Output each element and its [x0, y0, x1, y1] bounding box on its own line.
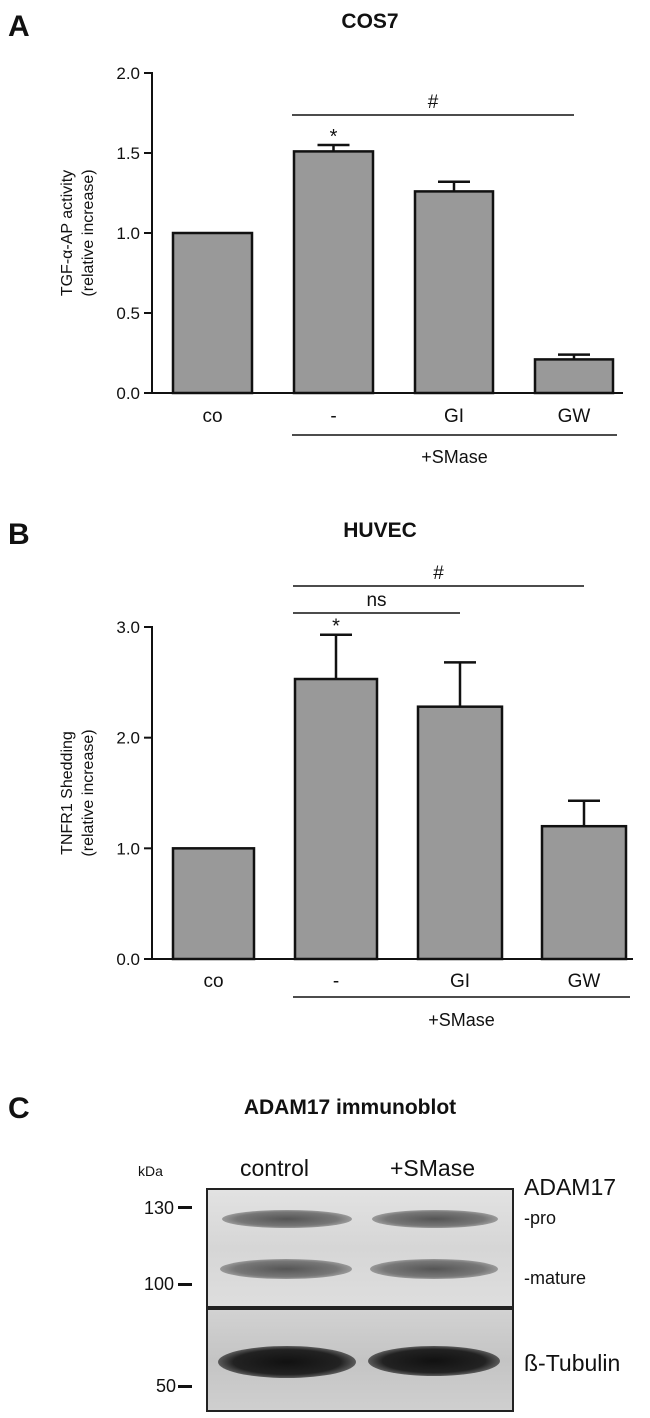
- x-tick-label: co: [203, 971, 223, 992]
- blot-membrane-tubulin: [206, 1308, 514, 1412]
- y-axis-label: TNFR1 Shedding: [59, 731, 76, 855]
- y-tick-label: 1.0: [116, 839, 140, 858]
- y-tick-label: 2.0: [116, 64, 140, 83]
- band-mature-control: [220, 1259, 352, 1279]
- band-label-pro: -pro: [524, 1208, 557, 1228]
- loading-control-label: ß-Tubulin: [524, 1350, 621, 1376]
- y-tick-label: 2.0: [116, 729, 140, 748]
- panel-letter-b: B: [8, 518, 30, 551]
- mw-tick-130: [178, 1206, 192, 1209]
- x-tick-label: GI: [444, 406, 464, 427]
- blot-membrane-adam17: [206, 1188, 514, 1308]
- kda-label: kDa: [138, 1163, 163, 1179]
- x-tick-label: -: [333, 971, 339, 992]
- mw-marker-50: 50: [155, 1376, 176, 1396]
- panel-letter-c: C: [8, 1092, 30, 1125]
- panel-letter-a: A: [8, 10, 30, 43]
- y-tick-label: 1.5: [116, 144, 140, 163]
- significance-hash: #: [433, 563, 444, 584]
- mw-marker-130: 130: [143, 1198, 174, 1218]
- lane-label-control: control: [240, 1155, 310, 1181]
- chart-cos7: 0.0 0.5 1.0 1.5 2.0 TGF-α-AP activity (relativ…: [59, 64, 623, 467]
- y-tick-label: 0.0: [116, 384, 140, 403]
- significance-ns: ns: [366, 590, 386, 611]
- lane-label-smase: +SMase: [390, 1155, 476, 1181]
- y-tick-label: 0.0: [116, 950, 140, 969]
- bar: [293, 677, 379, 961]
- band-mature-smase: [370, 1259, 498, 1279]
- band-label-mature: -mature: [524, 1268, 587, 1288]
- band-pro-smase: [372, 1210, 498, 1228]
- y-axis-label-sub: (relative increase): [80, 729, 97, 856]
- significance-star: *: [332, 616, 340, 638]
- chart-title-cos7: COS7: [341, 10, 399, 33]
- bar: [416, 705, 504, 961]
- mw-marker-100: 100: [143, 1274, 174, 1294]
- y-tick-label: 3.0: [116, 618, 140, 637]
- bar: [292, 150, 375, 395]
- x-tick-label: co: [202, 406, 222, 427]
- band-tubulin-smase: [368, 1346, 500, 1376]
- mw-tick-50: [178, 1385, 192, 1388]
- y-tick-label: 0.5: [116, 304, 140, 323]
- chart-huvec: 0.0 1.0 2.0 3.0 TNFR1 Shedding (relative incr…: [59, 563, 633, 1030]
- group-label: +SMase: [421, 447, 488, 467]
- group-label: +SMase: [428, 1010, 495, 1030]
- bar: [171, 847, 256, 961]
- bar: [533, 358, 615, 395]
- band-tubulin-control: [218, 1346, 356, 1378]
- y-axis-label: TGF-α-AP activity: [59, 170, 76, 296]
- protein-label-adam17: ADAM17: [524, 1174, 617, 1200]
- x-tick-label: -: [330, 406, 336, 427]
- x-tick-label: GW: [568, 971, 601, 992]
- significance-star: *: [330, 126, 338, 148]
- bar: [171, 231, 254, 395]
- chart-title-huvec: HUVEC: [343, 519, 417, 542]
- x-tick-label: GI: [450, 971, 470, 992]
- bar: [413, 190, 495, 395]
- bar: [540, 824, 628, 961]
- mw-tick-100: [178, 1283, 192, 1286]
- significance-hash: #: [428, 92, 439, 113]
- x-tick-label: GW: [558, 406, 591, 427]
- blot-title: ADAM17 immunoblot: [243, 1096, 457, 1119]
- y-tick-label: 1.0: [116, 224, 140, 243]
- band-pro-control: [222, 1210, 352, 1228]
- y-axis-label-sub: (relative increase): [80, 169, 97, 296]
